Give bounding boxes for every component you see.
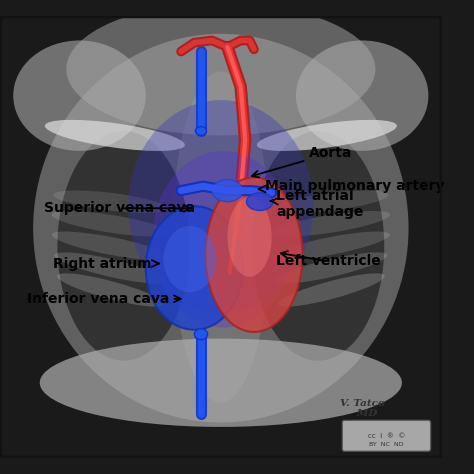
Ellipse shape bbox=[66, 3, 375, 136]
Ellipse shape bbox=[54, 191, 167, 213]
Ellipse shape bbox=[246, 193, 273, 210]
Ellipse shape bbox=[194, 328, 208, 340]
Text: BY  NC  ND: BY NC ND bbox=[369, 442, 404, 447]
Ellipse shape bbox=[152, 151, 294, 328]
Ellipse shape bbox=[57, 273, 164, 307]
Ellipse shape bbox=[128, 100, 314, 312]
Ellipse shape bbox=[195, 127, 207, 136]
Ellipse shape bbox=[228, 197, 272, 277]
Ellipse shape bbox=[57, 131, 190, 361]
Text: Inferior vena cava: Inferior vena cava bbox=[27, 292, 181, 306]
Ellipse shape bbox=[13, 40, 146, 151]
Ellipse shape bbox=[33, 34, 409, 422]
FancyBboxPatch shape bbox=[342, 420, 431, 451]
Ellipse shape bbox=[40, 338, 402, 427]
Ellipse shape bbox=[252, 131, 384, 361]
Text: Left ventricle: Left ventricle bbox=[276, 251, 381, 268]
Text: cc  i  ®  ©: cc i ® © bbox=[368, 433, 405, 439]
Ellipse shape bbox=[212, 180, 243, 201]
Ellipse shape bbox=[52, 211, 169, 237]
Ellipse shape bbox=[296, 40, 428, 151]
Text: Main pulmonary artery: Main pulmonary artery bbox=[258, 179, 445, 193]
Ellipse shape bbox=[273, 211, 390, 237]
Text: Right atrium: Right atrium bbox=[53, 256, 159, 271]
Ellipse shape bbox=[257, 120, 397, 151]
Ellipse shape bbox=[275, 252, 387, 283]
Text: Left atrial
appendage: Left atrial appendage bbox=[270, 189, 364, 219]
Ellipse shape bbox=[146, 206, 243, 330]
Text: Superior vena cava: Superior vena cava bbox=[44, 201, 195, 215]
Ellipse shape bbox=[164, 226, 217, 292]
Ellipse shape bbox=[55, 252, 166, 283]
Text: V. Tatco
   MD: V. Tatco MD bbox=[340, 399, 384, 418]
Ellipse shape bbox=[52, 231, 169, 260]
Ellipse shape bbox=[172, 72, 269, 402]
Ellipse shape bbox=[45, 120, 185, 151]
Ellipse shape bbox=[278, 273, 384, 307]
Ellipse shape bbox=[273, 231, 390, 260]
Text: Aorta: Aorta bbox=[252, 146, 353, 177]
Ellipse shape bbox=[205, 177, 302, 332]
Ellipse shape bbox=[274, 191, 388, 213]
